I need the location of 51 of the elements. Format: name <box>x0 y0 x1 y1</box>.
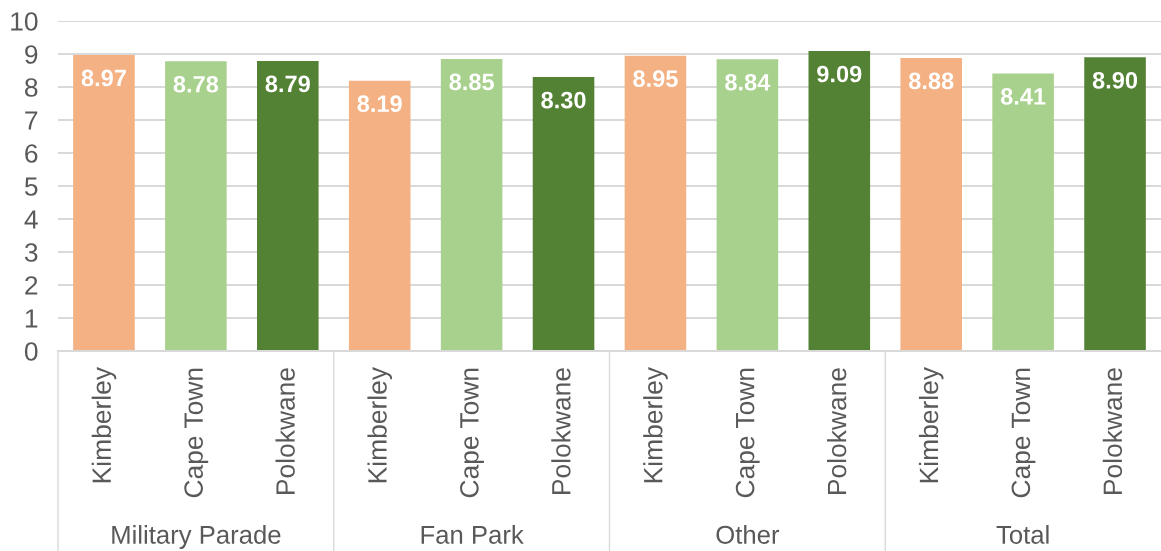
data-label: 8.97 <box>81 69 126 87</box>
text: Fan Park <box>421 525 524 544</box>
data-label: 8.90 <box>1092 71 1138 89</box>
bar <box>1084 57 1146 351</box>
x-tick-label: Kimberley <box>643 367 668 483</box>
bar <box>992 73 1054 351</box>
bar <box>624 55 687 351</box>
y-tick-label: 9 <box>25 45 38 64</box>
x-tick-label: Cape Town <box>184 368 209 498</box>
data-label: 8.41 <box>1000 88 1046 105</box>
x-tick-label: Polokwane <box>551 368 571 494</box>
data-label: 8.19 <box>357 95 402 113</box>
bar <box>532 77 595 351</box>
y-tick-label: 3 <box>24 243 38 262</box>
bar <box>716 59 779 351</box>
bar <box>73 54 135 351</box>
data-label: 8.95 <box>633 70 678 87</box>
y-tick-label: 10 <box>11 12 38 31</box>
data-label: 9.09 <box>817 65 862 83</box>
data-label: 8.78 <box>173 75 219 93</box>
bar <box>348 80 411 351</box>
x-tick-label: Cape Town <box>1011 368 1036 498</box>
data-label: 8.84 <box>725 73 771 91</box>
x-tick-label: Cape Town <box>735 368 760 498</box>
bar <box>440 58 503 351</box>
y-tick-label: 2 <box>25 276 38 295</box>
bar <box>257 60 319 351</box>
y-tick-label: 8 <box>25 78 38 97</box>
bar <box>900 57 962 351</box>
y-tick-label: 5 <box>24 177 38 196</box>
x-tick-label: Kimberley <box>367 367 393 483</box>
text: Other <box>716 525 780 544</box>
bar <box>808 51 871 351</box>
x-tick-label: Cape Town <box>460 368 484 498</box>
x-tick-label: Kimberley <box>918 367 944 483</box>
data-label: 8.85 <box>449 73 494 91</box>
data-label: 8.88 <box>908 72 954 90</box>
x-tick-label: Kimberley <box>91 367 117 483</box>
text: Total <box>996 525 1049 544</box>
y-tick-label: 6 <box>25 144 38 163</box>
x-tick-label: Polokwane <box>1102 368 1123 494</box>
y-tick-label: 1 <box>25 309 38 328</box>
data-label: 8.30 <box>541 91 586 109</box>
y-tick-label: 4 <box>24 210 38 229</box>
data-label: 8.79 <box>265 75 310 93</box>
bar <box>165 61 227 351</box>
y-tick-label: 0 <box>24 342 38 361</box>
x-tick-label: Polokwane <box>826 368 847 494</box>
x-tick-label: Polokwane <box>275 368 295 494</box>
text: Military Parade <box>112 525 281 549</box>
y-tick-label: 7 <box>25 111 38 130</box>
